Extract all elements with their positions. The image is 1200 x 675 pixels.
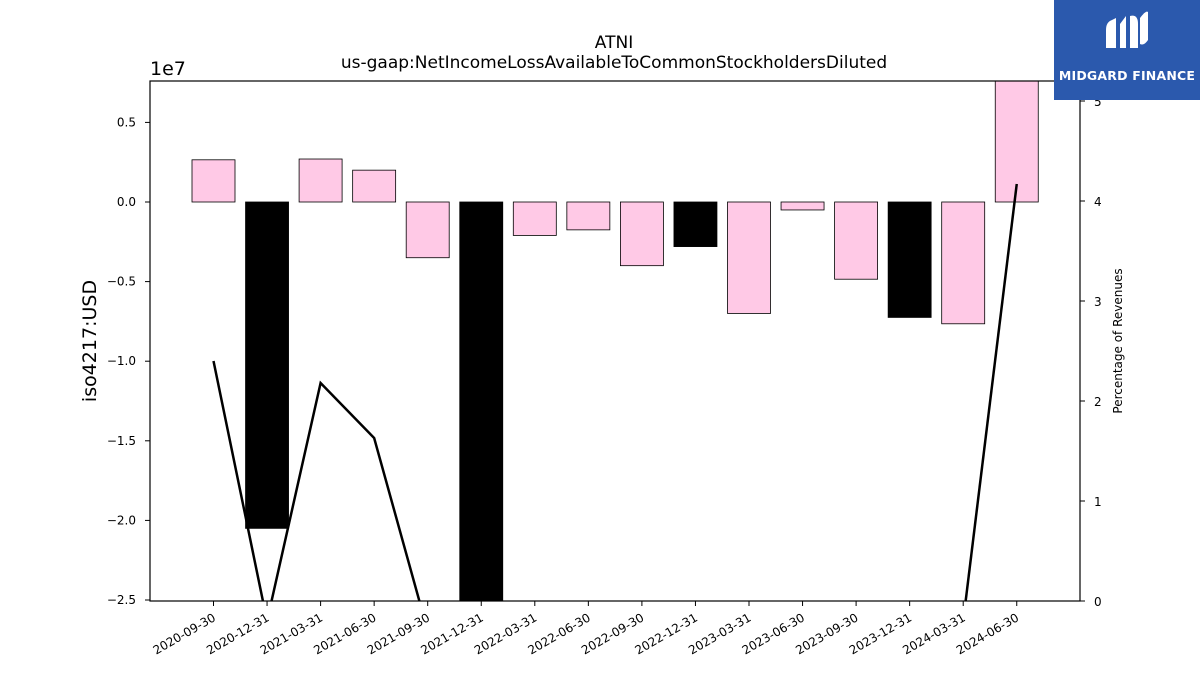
y2-tick-label: 5 — [1094, 95, 1102, 109]
bar-2020-09-30 — [191, 159, 236, 203]
y-tick-label: −0.5 — [107, 275, 136, 289]
bar-2021-06-30 — [352, 169, 397, 203]
y2-axis-label: Percentage of Revenues — [1111, 268, 1125, 413]
y-axis-label: iso4217:USD — [79, 280, 101, 402]
bar-2022-12-31 — [673, 201, 718, 247]
y2-tick-label: 2 — [1094, 395, 1102, 409]
y2-tick-label: 1 — [1094, 495, 1102, 509]
bar-2021-09-30 — [405, 201, 450, 259]
y-tick-label: 0.0 — [117, 195, 136, 209]
line-segment — [964, 183, 1018, 601]
chart-title: ATNI — [595, 33, 633, 53]
plot-frame — [149, 80, 1081, 602]
bar-2022-06-30 — [566, 201, 611, 231]
bar-2023-06-30 — [780, 201, 825, 211]
y-tick-label: 0.5 — [117, 115, 136, 129]
bar-2023-03-31 — [727, 201, 771, 314]
y-tick-label: −1.5 — [107, 434, 136, 448]
y2-tick-label: 3 — [1094, 295, 1102, 309]
y-tick-label: −2.5 — [107, 593, 136, 607]
y-tick-label: −2.0 — [107, 513, 136, 527]
midgard-finance-logo: MIDGARD FINANCE — [1054, 0, 1200, 100]
bar-2021-03-31 — [298, 158, 343, 203]
bar-2024-03-31 — [941, 201, 986, 325]
y-offset-label: 1e7 — [150, 58, 186, 80]
bar-2020-12-31 — [245, 201, 289, 529]
y-tick-label: −1.0 — [107, 354, 136, 368]
logo-text: MIDGARD FINANCE — [1058, 68, 1196, 83]
bar-2021-12-31 — [459, 201, 504, 601]
bar-2024-06-30 — [994, 81, 1039, 203]
line-group — [212, 183, 1018, 601]
y2-tick-label: 0 — [1094, 595, 1102, 609]
chart-subtitle: us-gaap:NetIncomeLossAvailableToCommonSt… — [341, 53, 887, 73]
y2-tick-label: 4 — [1094, 195, 1102, 209]
bar-2022-03-31 — [512, 201, 557, 236]
bar-2023-09-30 — [834, 201, 878, 280]
line-segment — [212, 360, 421, 601]
bar-2022-09-30 — [620, 201, 664, 267]
bars-group — [191, 81, 1039, 601]
logo-mark-icon — [1106, 11, 1148, 48]
bar-2023-12-31 — [887, 201, 932, 318]
